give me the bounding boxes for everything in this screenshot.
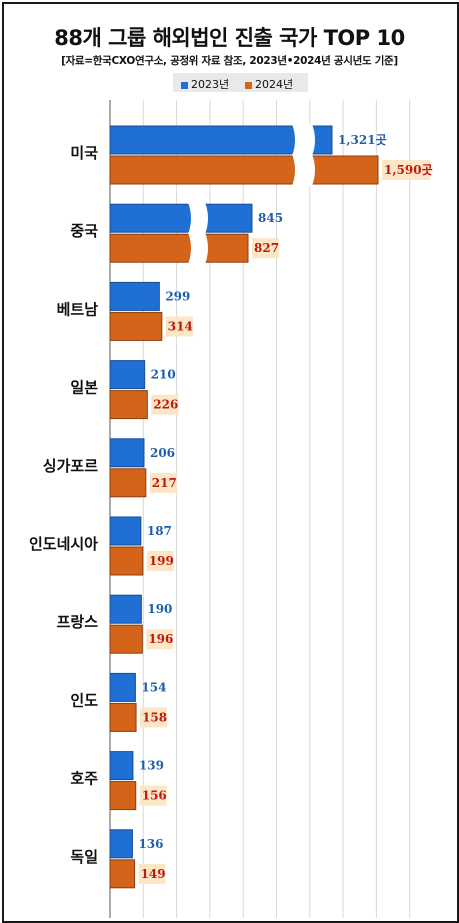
bar-2024: [109, 859, 136, 889]
bar-2023: [109, 360, 146, 390]
data-label-2024: 827: [254, 241, 279, 255]
data-label-background: [146, 551, 174, 571]
axis-break-mark: [188, 202, 208, 235]
data-label-2024: 149: [141, 867, 166, 881]
category-label: 싱가포르: [43, 457, 98, 475]
data-label-2024: 156: [142, 789, 167, 803]
bar-2024: [109, 390, 148, 420]
axis-break-mark: [292, 154, 315, 186]
bar-2024: [109, 546, 144, 576]
data-label-2023: 190: [147, 602, 172, 616]
chart-subtitle: [자료=한국CXO연구소, 공정위 자료 참조, 2023년•2024년 공시년…: [61, 55, 398, 67]
legend-item-2023: 2023년: [181, 76, 229, 92]
chart-legend: 2023년 2024년: [173, 73, 308, 92]
axis-break-mark: [188, 232, 208, 265]
data-label-2023: 206: [150, 446, 175, 460]
legend-item-2024: 2024년: [245, 76, 293, 92]
data-label-background: [139, 785, 167, 806]
data-label-2023: 1,321곳: [338, 133, 387, 147]
data-label-2024: 158: [142, 710, 167, 724]
data-label-2023: 187: [147, 524, 172, 538]
legend-label-2024: 2024년: [255, 78, 294, 91]
data-label-2023: 154: [141, 680, 166, 694]
bar-2023: [109, 672, 136, 702]
bar-2023: [109, 203, 253, 233]
category-label: 독일: [70, 848, 98, 866]
data-label-2024: 199: [149, 554, 174, 568]
data-label-2023: 136: [138, 837, 163, 851]
axis-break-mark: [292, 124, 315, 156]
bar-2024: [109, 311, 163, 341]
bar-2023: [109, 829, 133, 859]
bar-2024: [109, 624, 143, 654]
data-label-2023: 139: [139, 759, 164, 773]
data-label-background: [138, 863, 166, 884]
bar-2024: [109, 702, 137, 732]
data-label-background: [140, 707, 168, 728]
legend-swatch-2023: [181, 81, 188, 89]
category-label: 프랑스: [57, 613, 99, 631]
data-label-background: [382, 160, 430, 180]
bar-2023: [109, 516, 142, 546]
data-label-2024: 314: [168, 319, 193, 333]
bar-2023: [109, 594, 142, 624]
category-label: 호주: [70, 770, 98, 788]
data-label-background: [151, 394, 179, 415]
data-label-2024: 226: [153, 398, 178, 412]
category-label: 인도네시아: [29, 535, 98, 553]
data-label-2023: 845: [258, 211, 283, 225]
category-label: 중국: [70, 222, 98, 240]
bar-2024: [109, 233, 249, 263]
bar-2024: [109, 468, 147, 498]
bar-2023: [109, 438, 145, 468]
data-label-background: [252, 238, 279, 259]
bar-2024: [109, 155, 379, 185]
category-label: 미국: [70, 144, 98, 162]
data-label-background: [165, 316, 193, 337]
data-label-2024: 1,590곳: [384, 163, 433, 177]
data-label-background: [146, 629, 174, 650]
chart-title: 88개 그룹 해외법인 진출 국가 TOP 10: [54, 26, 405, 50]
bar-2024: [109, 781, 137, 811]
bar-2023: [109, 751, 134, 781]
category-label: 일본: [70, 379, 98, 397]
legend-swatch-2024: [245, 81, 252, 89]
legend-label-2023: 2023년: [191, 78, 230, 91]
category-label: 인도: [70, 691, 98, 709]
category-label: 베트남: [57, 300, 99, 318]
data-label-2024: 217: [152, 476, 177, 490]
bar-2023: [109, 281, 160, 311]
data-label-2024: 196: [148, 632, 173, 646]
data-label-background: [149, 472, 177, 493]
data-label-2023: 299: [165, 289, 190, 303]
data-label-2023: 210: [151, 368, 176, 382]
